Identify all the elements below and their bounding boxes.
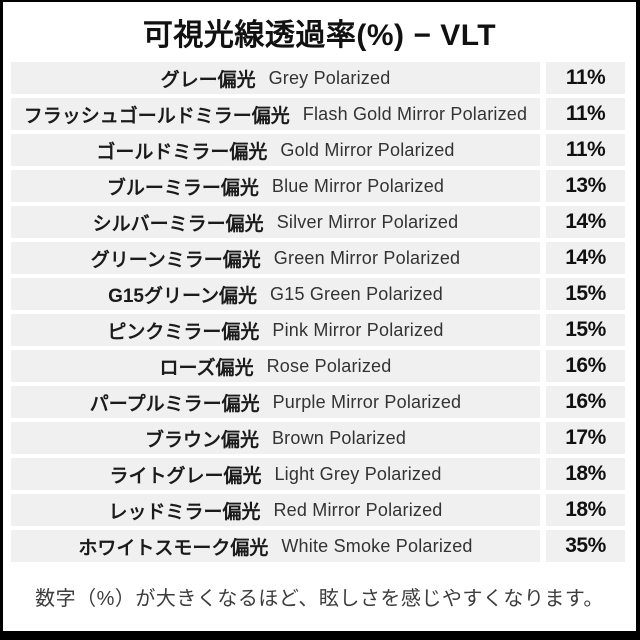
table-row: グリーンミラー偏光 Green Mirror Polarized 14% (11, 242, 625, 274)
lens-name-english: White Smoke Polarized (281, 535, 473, 556)
lens-name-cell: ピンクミラー偏光 Pink Mirror Polarized (11, 314, 540, 346)
table-row: パープルミラー偏光 Purple Mirror Polarized 16% (11, 386, 625, 418)
lens-name-cell: ブラウン偏光 Brown Polarized (11, 422, 540, 454)
lens-name-cell: ゴールドミラー偏光 Gold Mirror Polarized (11, 134, 540, 166)
lens-name-cell: パープルミラー偏光 Purple Mirror Polarized (11, 386, 540, 418)
vlt-value: 35% (546, 530, 625, 562)
lens-name-cell: ホワイトスモーク偏光 White Smoke Polarized (11, 530, 540, 562)
lens-name-cell: ライトグレー偏光 Light Grey Polarized (11, 458, 540, 490)
vlt-value: 14% (546, 242, 625, 274)
lens-name-japanese: パープルミラー偏光 (89, 393, 260, 415)
lens-name-japanese: グリーンミラー偏光 (90, 249, 261, 271)
lens-name-japanese: ブラウン偏光 (144, 429, 259, 451)
table-row: ホワイトスモーク偏光 White Smoke Polarized 35% (11, 530, 625, 562)
lens-name-english: Purple Mirror Polarized (272, 391, 462, 412)
vlt-value: 18% (546, 458, 625, 490)
table-row: ライトグレー偏光 Light Grey Polarized 18% (11, 458, 625, 490)
lens-name-english: Red Mirror Polarized (273, 499, 443, 520)
vlt-value: 11% (546, 134, 625, 166)
table-row: ブルーミラー偏光 Blue Mirror Polarized 13% (11, 170, 625, 202)
vlt-value: 15% (546, 314, 625, 346)
lens-name-english: Flash Gold Mirror Polarized (302, 103, 528, 124)
lens-name-japanese: ローズ偏光 (159, 357, 254, 379)
lens-name-cell: ブルーミラー偏光 Blue Mirror Polarized (11, 170, 540, 202)
lens-name-japanese: ホワイトスモーク偏光 (78, 537, 269, 559)
table-row: フラッシュゴールドミラー偏光 Flash Gold Mirror Polariz… (11, 98, 625, 130)
lens-name-english: Blue Mirror Polarized (271, 175, 445, 196)
lens-name-japanese: シルバーミラー偏光 (92, 213, 264, 235)
lens-name-japanese: レッドミラー偏光 (108, 501, 261, 523)
vlt-value: 14% (546, 206, 625, 238)
lens-name-japanese: フラッシュゴールドミラー偏光 (23, 105, 290, 127)
vlt-value: 13% (546, 170, 625, 202)
vlt-table: グレー偏光 Grey Polarized 11% フラッシュゴールドミラー偏光 … (3, 62, 636, 562)
lens-name-cell: グレー偏光 Grey Polarized (11, 62, 540, 94)
lens-name-cell: フラッシュゴールドミラー偏光 Flash Gold Mirror Polariz… (11, 98, 540, 130)
vlt-value: 15% (546, 278, 625, 310)
vlt-value: 11% (546, 62, 625, 94)
lens-name-cell: ローズ偏光 Rose Polarized (11, 350, 540, 382)
lens-name-japanese: ブルーミラー偏光 (106, 177, 259, 199)
lens-name-english: Rose Polarized (266, 355, 392, 376)
lens-name-english: Light Grey Polarized (274, 463, 442, 484)
table-row: シルバーミラー偏光 Silver Mirror Polarized 14% (11, 206, 625, 238)
table-row: ゴールドミラー偏光 Gold Mirror Polarized 11% (11, 134, 625, 166)
table-row: ブラウン偏光 Brown Polarized 17% (11, 422, 625, 454)
vlt-value: 16% (546, 386, 625, 418)
footnote-bar: 数字（%）が大きくなるほど、眩しさを感じやすくなります。 (3, 562, 636, 631)
vlt-value: 11% (546, 98, 625, 130)
lens-name-japanese: グレー偏光 (160, 69, 256, 91)
lens-name-japanese: ゴールドミラー偏光 (96, 141, 268, 163)
lens-name-japanese: G15グリーン偏光 (108, 285, 258, 307)
vlt-value: 18% (546, 494, 625, 526)
table-row: ピンクミラー偏光 Pink Mirror Polarized 15% (11, 314, 625, 346)
page-title: 可視光線透過率(%) − VLT (142, 19, 497, 52)
lens-name-cell: グリーンミラー偏光 Green Mirror Polarized (11, 242, 540, 274)
vlt-value: 17% (546, 422, 625, 454)
lens-name-english: Silver Mirror Polarized (276, 211, 459, 232)
table-row: ローズ偏光 Rose Polarized 16% (11, 350, 625, 382)
lens-name-cell: G15グリーン偏光 G15 Green Polarized (11, 278, 540, 310)
lens-name-cell: レッドミラー偏光 Red Mirror Polarized (11, 494, 540, 526)
lens-name-english: Gold Mirror Polarized (280, 139, 455, 160)
table-row: G15グリーン偏光 G15 Green Polarized 15% (11, 278, 625, 310)
title-bar: 可視光線透過率(%) − VLT (3, 2, 636, 62)
footnote-text: 数字（%）が大きくなるほど、眩しさを感じやすくなります。 (35, 588, 604, 610)
lens-name-english: Grey Polarized (268, 67, 391, 88)
lens-name-english: Pink Mirror Polarized (272, 319, 444, 340)
vlt-value: 16% (546, 350, 625, 382)
lens-name-japanese: ライトグレー偏光 (109, 465, 262, 487)
lens-name-english: Brown Polarized (271, 427, 407, 448)
table-row: レッドミラー偏光 Red Mirror Polarized 18% (11, 494, 625, 526)
lens-name-english: G15 Green Polarized (270, 283, 443, 304)
lens-name-english: Green Mirror Polarized (273, 247, 461, 268)
lens-name-japanese: ピンクミラー偏光 (107, 321, 260, 343)
lens-name-cell: シルバーミラー偏光 Silver Mirror Polarized (11, 206, 540, 238)
table-row: グレー偏光 Grey Polarized 11% (11, 62, 625, 94)
